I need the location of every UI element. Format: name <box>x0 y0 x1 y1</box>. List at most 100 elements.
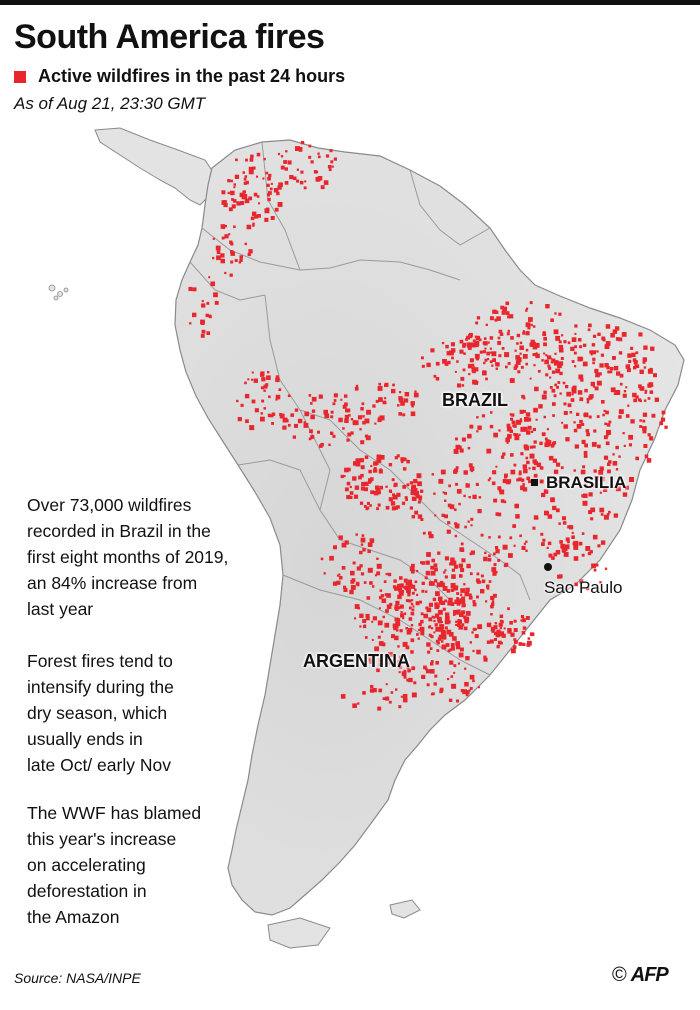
fire-point <box>450 560 454 564</box>
fire-point <box>393 579 397 583</box>
fire-point <box>535 352 538 355</box>
fire-point <box>525 362 528 366</box>
fire-point <box>390 691 394 694</box>
fire-point <box>201 300 204 303</box>
fire-point <box>507 434 512 439</box>
fire-point <box>493 498 498 503</box>
fire-point <box>300 141 305 145</box>
fire-point <box>522 626 527 630</box>
fire-point <box>364 418 370 424</box>
fire-point <box>584 483 588 487</box>
fire-point <box>590 353 593 356</box>
fire-point <box>392 494 398 500</box>
fire-point <box>571 360 575 363</box>
fire-point <box>262 177 265 180</box>
fire-point <box>292 176 297 181</box>
fire-point <box>266 207 270 211</box>
fire-point <box>310 434 315 439</box>
fire-point <box>267 413 272 418</box>
fire-point <box>347 467 351 472</box>
fire-point <box>435 639 439 643</box>
fire-point <box>223 202 228 208</box>
fire-point <box>317 430 320 434</box>
fire-point <box>659 421 664 426</box>
fire-point <box>208 315 211 318</box>
fire-point <box>413 479 418 484</box>
fire-point <box>266 375 271 380</box>
fire-point <box>298 146 303 151</box>
fire-point <box>570 346 575 351</box>
fire-point <box>501 310 506 315</box>
fire-point <box>454 468 459 473</box>
fire-point <box>250 154 254 159</box>
fire-point <box>399 391 402 394</box>
fire-point <box>468 463 473 468</box>
fire-point <box>245 158 248 162</box>
fire-point <box>509 413 512 416</box>
fire-point <box>459 339 464 344</box>
fire-point <box>489 336 494 340</box>
fire-point <box>378 596 383 600</box>
fire-point <box>373 490 379 496</box>
fire-point <box>260 386 264 390</box>
fire-point <box>559 371 563 376</box>
fire-point <box>449 504 455 510</box>
fire-point <box>431 473 434 476</box>
fire-point <box>649 367 653 372</box>
fire-point <box>379 455 385 460</box>
fire-point <box>404 585 409 591</box>
fire-point <box>491 630 495 633</box>
fire-point <box>532 427 536 432</box>
fire-point <box>459 349 464 354</box>
fire-point <box>639 419 642 422</box>
fire-point <box>520 426 526 432</box>
fire-point <box>357 702 360 705</box>
fire-point <box>403 457 407 461</box>
fire-point <box>582 441 586 445</box>
fire-point <box>340 474 344 479</box>
fire-point <box>559 348 564 353</box>
fire-point <box>247 378 250 381</box>
fire-point <box>268 173 272 178</box>
fire-point <box>504 473 508 478</box>
fire-point <box>605 441 610 446</box>
fire-point <box>495 465 498 468</box>
fire-point <box>444 556 449 561</box>
fire-point <box>583 450 588 455</box>
fire-point <box>522 464 527 469</box>
fire-point <box>558 340 562 344</box>
fire-point <box>498 429 501 432</box>
fire-point <box>598 372 602 376</box>
fire-point <box>439 626 444 630</box>
fire-point <box>376 507 379 511</box>
fire-point <box>221 200 227 205</box>
fire-point <box>612 356 616 360</box>
fire-point <box>561 421 564 424</box>
fire-point <box>522 487 528 492</box>
fire-point <box>506 441 509 444</box>
fire-point <box>493 432 498 438</box>
fire-point <box>592 361 595 365</box>
fire-point <box>254 408 259 413</box>
fire-point <box>327 165 332 169</box>
fire-point <box>375 399 379 403</box>
fire-point <box>214 300 219 305</box>
fire-point <box>362 420 366 425</box>
fire-point <box>317 155 321 159</box>
fire-point <box>355 458 361 464</box>
fire-point <box>525 331 530 336</box>
fire-point <box>446 629 452 635</box>
fire-point <box>440 469 446 475</box>
fire-point <box>430 662 434 666</box>
fire-point <box>579 419 583 424</box>
fire-point <box>441 341 445 345</box>
fire-point <box>495 310 499 314</box>
fire-point <box>525 540 528 543</box>
fire-point <box>525 549 528 552</box>
fire-point <box>574 582 578 587</box>
fire-point <box>232 199 237 203</box>
copyright-symbol: © <box>612 964 627 986</box>
fire-point <box>396 492 401 497</box>
fire-point <box>583 343 587 347</box>
fire-point <box>545 304 550 309</box>
